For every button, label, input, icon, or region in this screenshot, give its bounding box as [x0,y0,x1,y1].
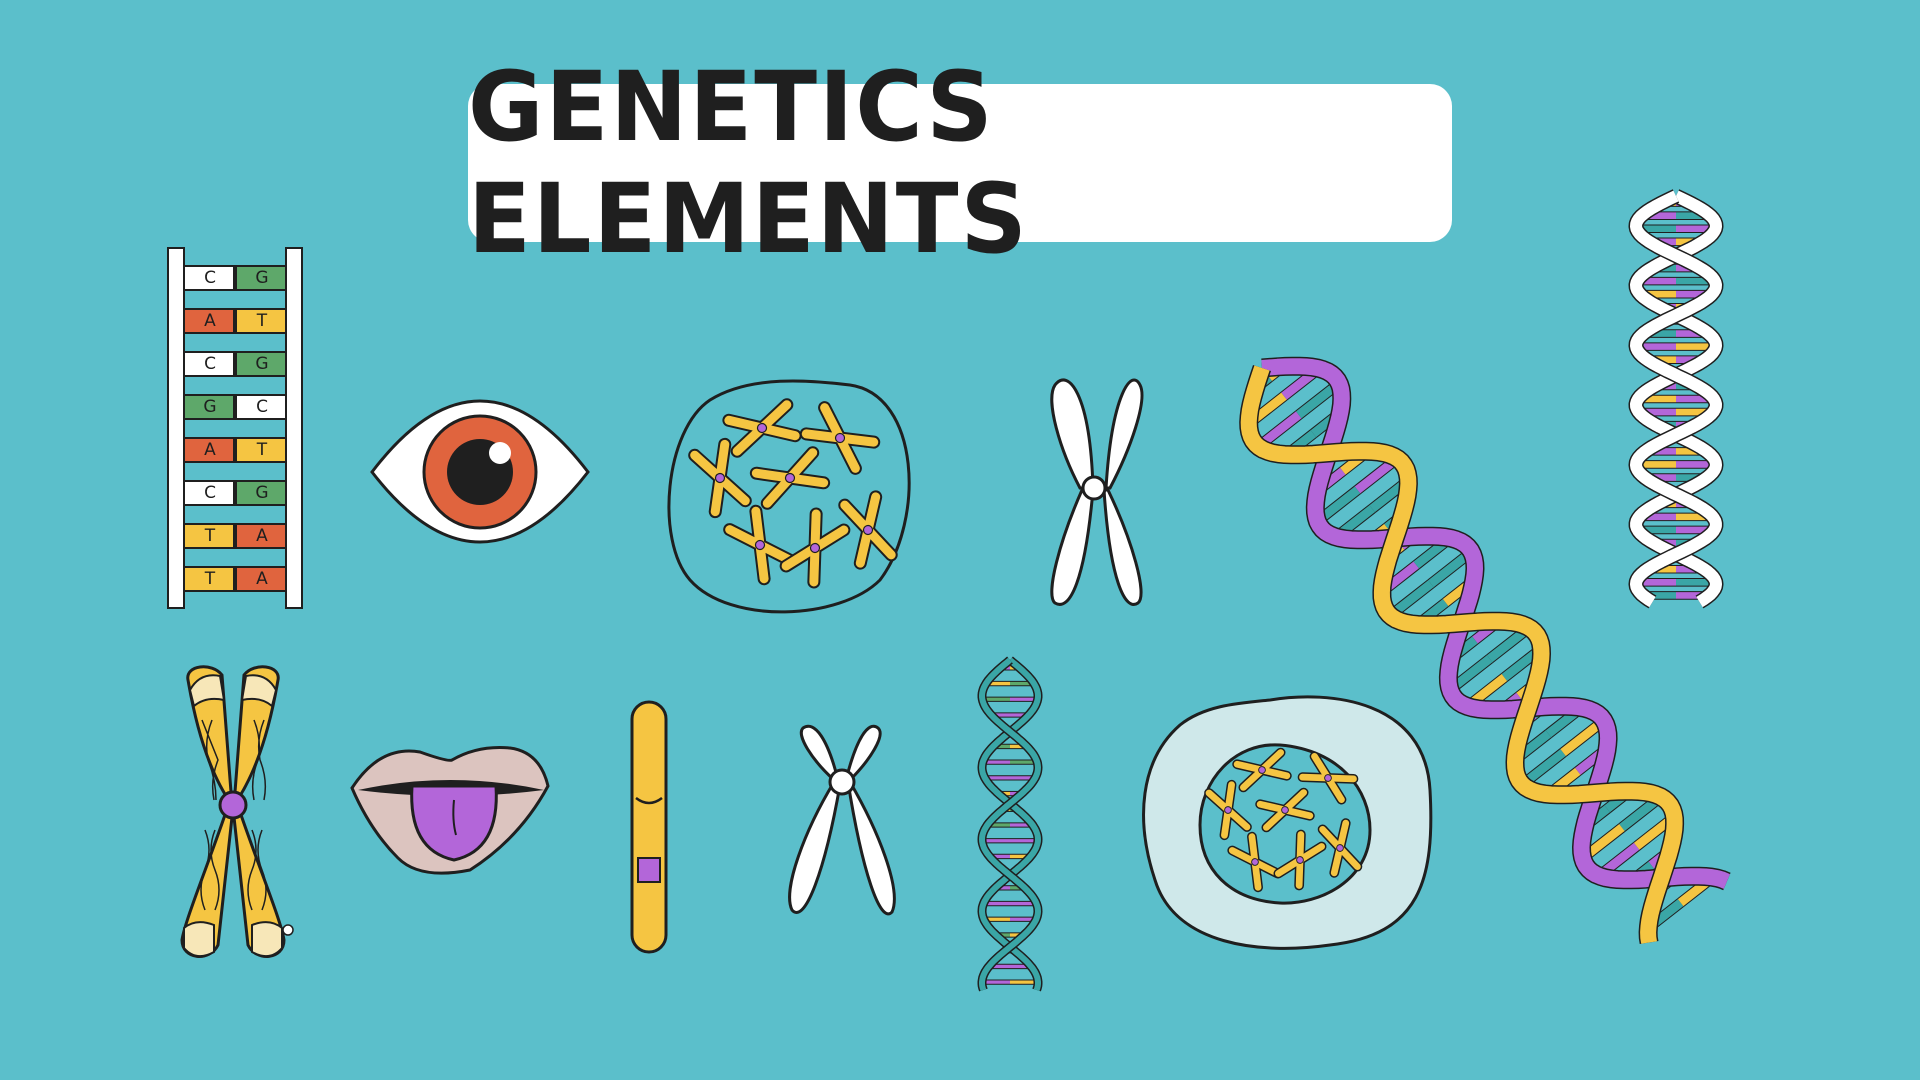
base-label-right: C [256,397,268,417]
base-label-right: G [255,483,268,503]
small-dna-helix-icon [977,656,1043,993]
white-chromosome-icon [1050,378,1144,606]
base-label-right: A [256,526,268,546]
base-label-left: A [204,311,216,331]
base-label-left: T [204,569,216,589]
page-title: GENETICS ELEMENTS [468,50,1029,276]
base-label-right: T [256,311,268,331]
base-label-left: A [204,440,216,460]
yellow-chromosome-icon [180,665,294,958]
base-label-right: G [255,268,268,288]
base-label-left: G [203,397,216,417]
dna-base-pair-ladder-icon: C GA TC GG CA TC GT AT A [167,247,303,609]
base-label-right: G [255,354,268,374]
base-label-left: C [204,483,216,503]
base-label-left: C [204,268,216,288]
cell-nucleus-chromosomes-icon [667,379,911,614]
base-label-right: A [256,569,268,589]
white-dna-helix-icon [1628,189,1724,609]
base-label-left: C [204,354,216,374]
title-banner: GENETICS ELEMENTS [468,51,1452,275]
base-label-left: T [204,526,216,546]
tongue-icon [350,746,550,875]
cell-icon [1142,695,1433,950]
small-white-chromosome-icon [788,724,896,916]
eye-icon [370,399,590,544]
large-dna-helix-icon [1239,356,1732,948]
single-chromatid-icon [630,700,668,954]
base-label-right: T [256,440,268,460]
